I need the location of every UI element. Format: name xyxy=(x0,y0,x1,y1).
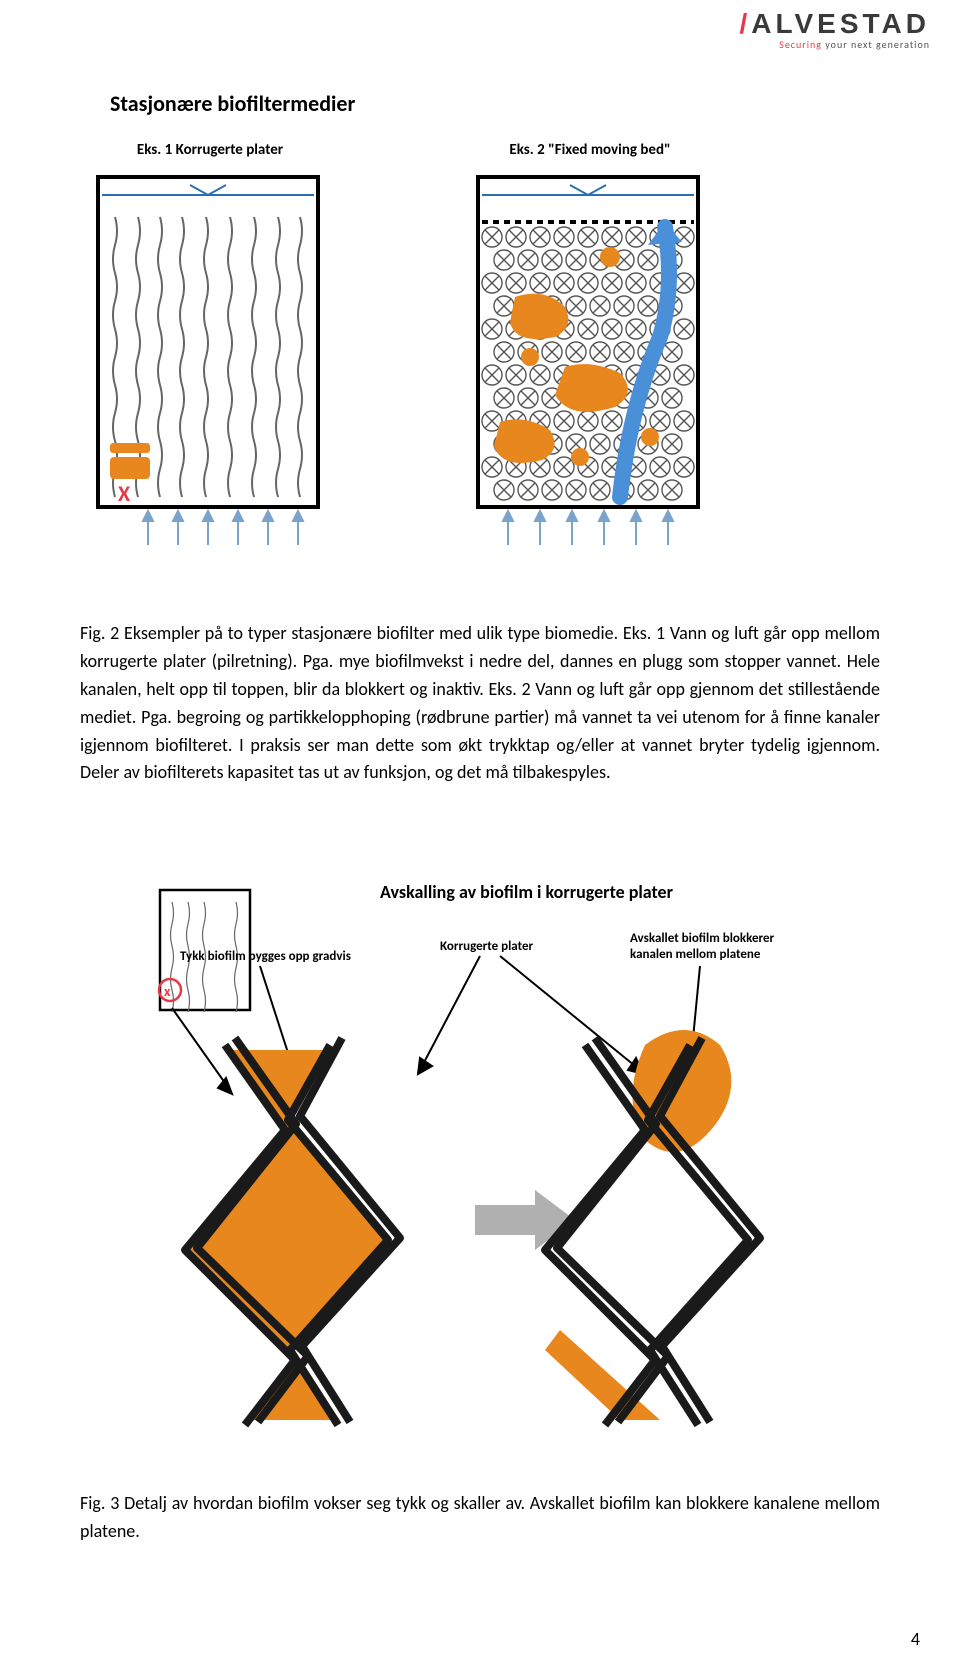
svg-text:Tykk biofilm bygges opp gradvi: Tykk biofilm bygges opp gradvis xyxy=(180,949,351,964)
page-number: 4 xyxy=(911,1628,920,1650)
figure-2-title-text: Avskalling av biofilm i korrugerte plate… xyxy=(380,881,674,903)
figure-2: Avskalling av biofilm i korrugerte plate… xyxy=(120,870,840,1435)
figure-1-col-2: Eks. 2 "Fixed moving bed" xyxy=(460,141,720,552)
figure-2-caption-paragraph: Fig. 2 Eksempler på to typer stasjonære … xyxy=(80,620,880,787)
brand-logo: /ALVESTAD Securing your next generation xyxy=(739,8,930,51)
avskalling-diagram: Avskalling av biofilm i korrugerte plate… xyxy=(120,870,840,1430)
corrugated-plate-diagram: X xyxy=(80,167,340,547)
figure-1: Stasjonære biofiltermedier Eks. 1 Korrug… xyxy=(80,90,880,552)
logo-text: /ALVESTAD xyxy=(739,8,930,40)
figure-1-label-1: Eks. 1 Korrugerte plater xyxy=(80,141,340,159)
svg-text:Korrugerte plater: Korrugerte plater xyxy=(440,939,533,954)
figure-1-label-2: Eks. 2 "Fixed moving bed" xyxy=(460,141,720,159)
figure-1-title: Stasjonære biofiltermedier xyxy=(110,90,880,117)
fixed-moving-bed-diagram xyxy=(460,167,720,547)
svg-text:Avskallet biofilm blokkerer: Avskallet biofilm blokkerer kanalen mell… xyxy=(630,931,777,962)
figure-3-caption: Fig. 3 Detalj av hvordan biofilm vokser … xyxy=(80,1490,880,1546)
svg-text:X: X xyxy=(118,480,131,507)
figure-1-col-1: Eks. 1 Korrugerte plater xyxy=(80,141,340,552)
svg-text:x: x xyxy=(164,983,171,1000)
